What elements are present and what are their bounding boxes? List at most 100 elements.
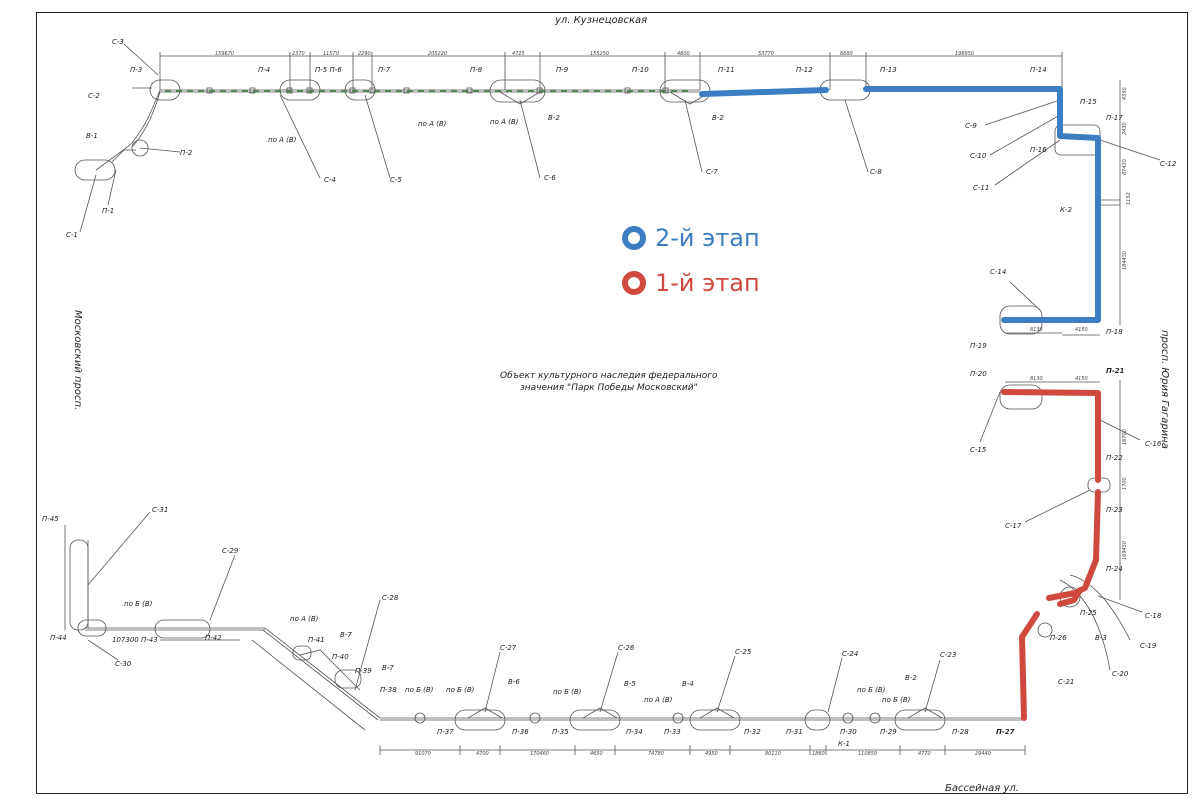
- label-p37: П-37: [437, 728, 454, 736]
- label-p33: П-33: [664, 728, 681, 736]
- label-c4: С-4: [324, 176, 336, 184]
- dim-top-6: 155250: [590, 51, 609, 57]
- dim-right-2: 87430: [1122, 159, 1128, 175]
- label-p25: П-25: [1080, 609, 1097, 617]
- label-c1: С-1: [66, 231, 78, 239]
- dim-bottom-9: 4770: [918, 751, 931, 757]
- label-poB2: по Б (В): [405, 686, 434, 694]
- dim-right-8: 8130: [1030, 376, 1043, 382]
- label-v3: В-3: [1095, 634, 1107, 642]
- dim-bottom-3: 4650: [590, 751, 603, 757]
- drawing-lines: [64, 43, 1161, 755]
- dim-top-0: 159670: [215, 51, 234, 57]
- label-p36: П-36: [512, 728, 529, 736]
- dim-bottom-1: 4700: [476, 751, 489, 757]
- label-p24: П-24: [1106, 565, 1123, 573]
- dims-top: 159670 2370 11570 2290 205220 4725 15525…: [215, 51, 974, 57]
- label-p3: П-3: [130, 66, 142, 74]
- dims-right: 4350 2430 87430 1152 184450 8130 4150 41…: [1030, 87, 1132, 560]
- label-p16: П-16: [1030, 146, 1047, 154]
- label-c27: С-27: [500, 644, 517, 652]
- label-p45: П-45: [42, 515, 59, 523]
- dim-bottom-7: 1860: [812, 751, 825, 757]
- label-p5p6: П-5 П-6: [315, 66, 342, 74]
- label-c17: С-17: [1005, 522, 1022, 530]
- label-poB1: по Б (В): [124, 600, 153, 608]
- label-p35: П-35: [552, 728, 569, 736]
- dim-right-1: 2430: [1122, 122, 1128, 135]
- label-p27: П-27: [996, 728, 1015, 736]
- label-c7: С-7: [706, 168, 718, 176]
- label-p8: П-8: [470, 66, 483, 74]
- label-p19: П-19: [970, 342, 987, 350]
- label-v7b: В-7: [382, 664, 394, 672]
- dim-right-11: 169450: [1122, 541, 1128, 560]
- label-poB6: по Б (В): [882, 696, 911, 704]
- label-poB5: по Б (В): [857, 686, 886, 694]
- stage1-route: [1001, 389, 1101, 721]
- dim-top-8: 53770: [758, 51, 774, 57]
- label-p10: П-10: [632, 66, 649, 74]
- dim-top-4: 205220: [428, 51, 447, 57]
- dim-top-7: 4800: [677, 51, 690, 57]
- label-p23: П-23: [1106, 506, 1123, 514]
- label-c24: С-24: [842, 650, 858, 658]
- label-k2: К-2: [1060, 206, 1072, 214]
- label-p38: П-38: [380, 686, 397, 694]
- street-north: ул. Кузнецовская: [554, 15, 647, 26]
- label-c26: С-26: [618, 644, 635, 652]
- dim-bottom-0: 91070: [415, 751, 431, 757]
- label-c2: С-2: [88, 92, 100, 100]
- legend-stage1-marker: [622, 271, 646, 295]
- label-v1: В-1: [86, 132, 98, 140]
- label-poB4: по Б (В): [553, 688, 582, 696]
- stage2-route: [699, 86, 1101, 323]
- label-p29: П-29: [880, 728, 897, 736]
- dim-top-9: 6680: [840, 51, 853, 57]
- label-v7a: В-7: [340, 631, 352, 639]
- label-p26: П-26: [1050, 634, 1067, 642]
- label-p2: П-2: [180, 149, 193, 157]
- label-c6: С-6: [544, 174, 556, 182]
- label-p22: П-22: [1106, 454, 1123, 462]
- label-v4: В-4: [682, 680, 694, 688]
- label-p28: П-28: [952, 728, 969, 736]
- dim-top-10: 198950: [955, 51, 974, 57]
- dim-right-5: 8130: [1030, 327, 1043, 333]
- dim-right-6: 4150: [1075, 327, 1088, 333]
- label-p20: П-20: [970, 370, 987, 378]
- label-p7: П-7: [378, 66, 391, 74]
- label-poA1: по А (В): [268, 136, 297, 144]
- dim-bottom-4: 74780: [648, 751, 664, 757]
- dim-top-5: 4725: [512, 51, 525, 57]
- dim-right-9: 16700: [1122, 429, 1128, 445]
- label-p12: П-12: [796, 66, 813, 74]
- label-c5: С-5: [390, 176, 402, 184]
- street-west: Московский просп.: [72, 310, 83, 410]
- label-p31: П-31: [786, 728, 803, 736]
- dim-bottom-2: 170460: [530, 751, 549, 757]
- legend: 2-й этап 1-й этап: [622, 224, 760, 297]
- legend-stage2-label: 2-й этап: [655, 224, 760, 252]
- label-v5: В-5: [624, 680, 636, 688]
- legend-stage1-label: 1-й этап: [655, 269, 760, 297]
- dim-bottom-5: 4950: [705, 751, 718, 757]
- label-p42: П-42: [205, 634, 222, 642]
- label-c21: С-21: [1058, 678, 1074, 686]
- label-c11: С-11: [973, 184, 989, 192]
- label-c19: С-19: [1140, 642, 1157, 650]
- label-v2c: В-2: [905, 674, 917, 682]
- label-p11: П-11: [718, 66, 735, 74]
- label-p1: П-1: [102, 207, 114, 215]
- label-p30: П-30: [840, 728, 857, 736]
- dim-right-0: 4350: [1122, 87, 1128, 100]
- drawing-frame: [36, 12, 1188, 794]
- label-poA2: по А (В): [418, 120, 447, 128]
- label-p41: П-41: [308, 636, 325, 644]
- label-p21: П-21: [1106, 367, 1125, 375]
- label-c8: С-8: [870, 168, 882, 176]
- label-p32: П-32: [744, 728, 761, 736]
- dim-bottom-8: 110850: [858, 751, 877, 757]
- label-c30: С-30: [115, 660, 132, 668]
- center-text-line2: значения "Парк Победы Московский": [520, 383, 698, 393]
